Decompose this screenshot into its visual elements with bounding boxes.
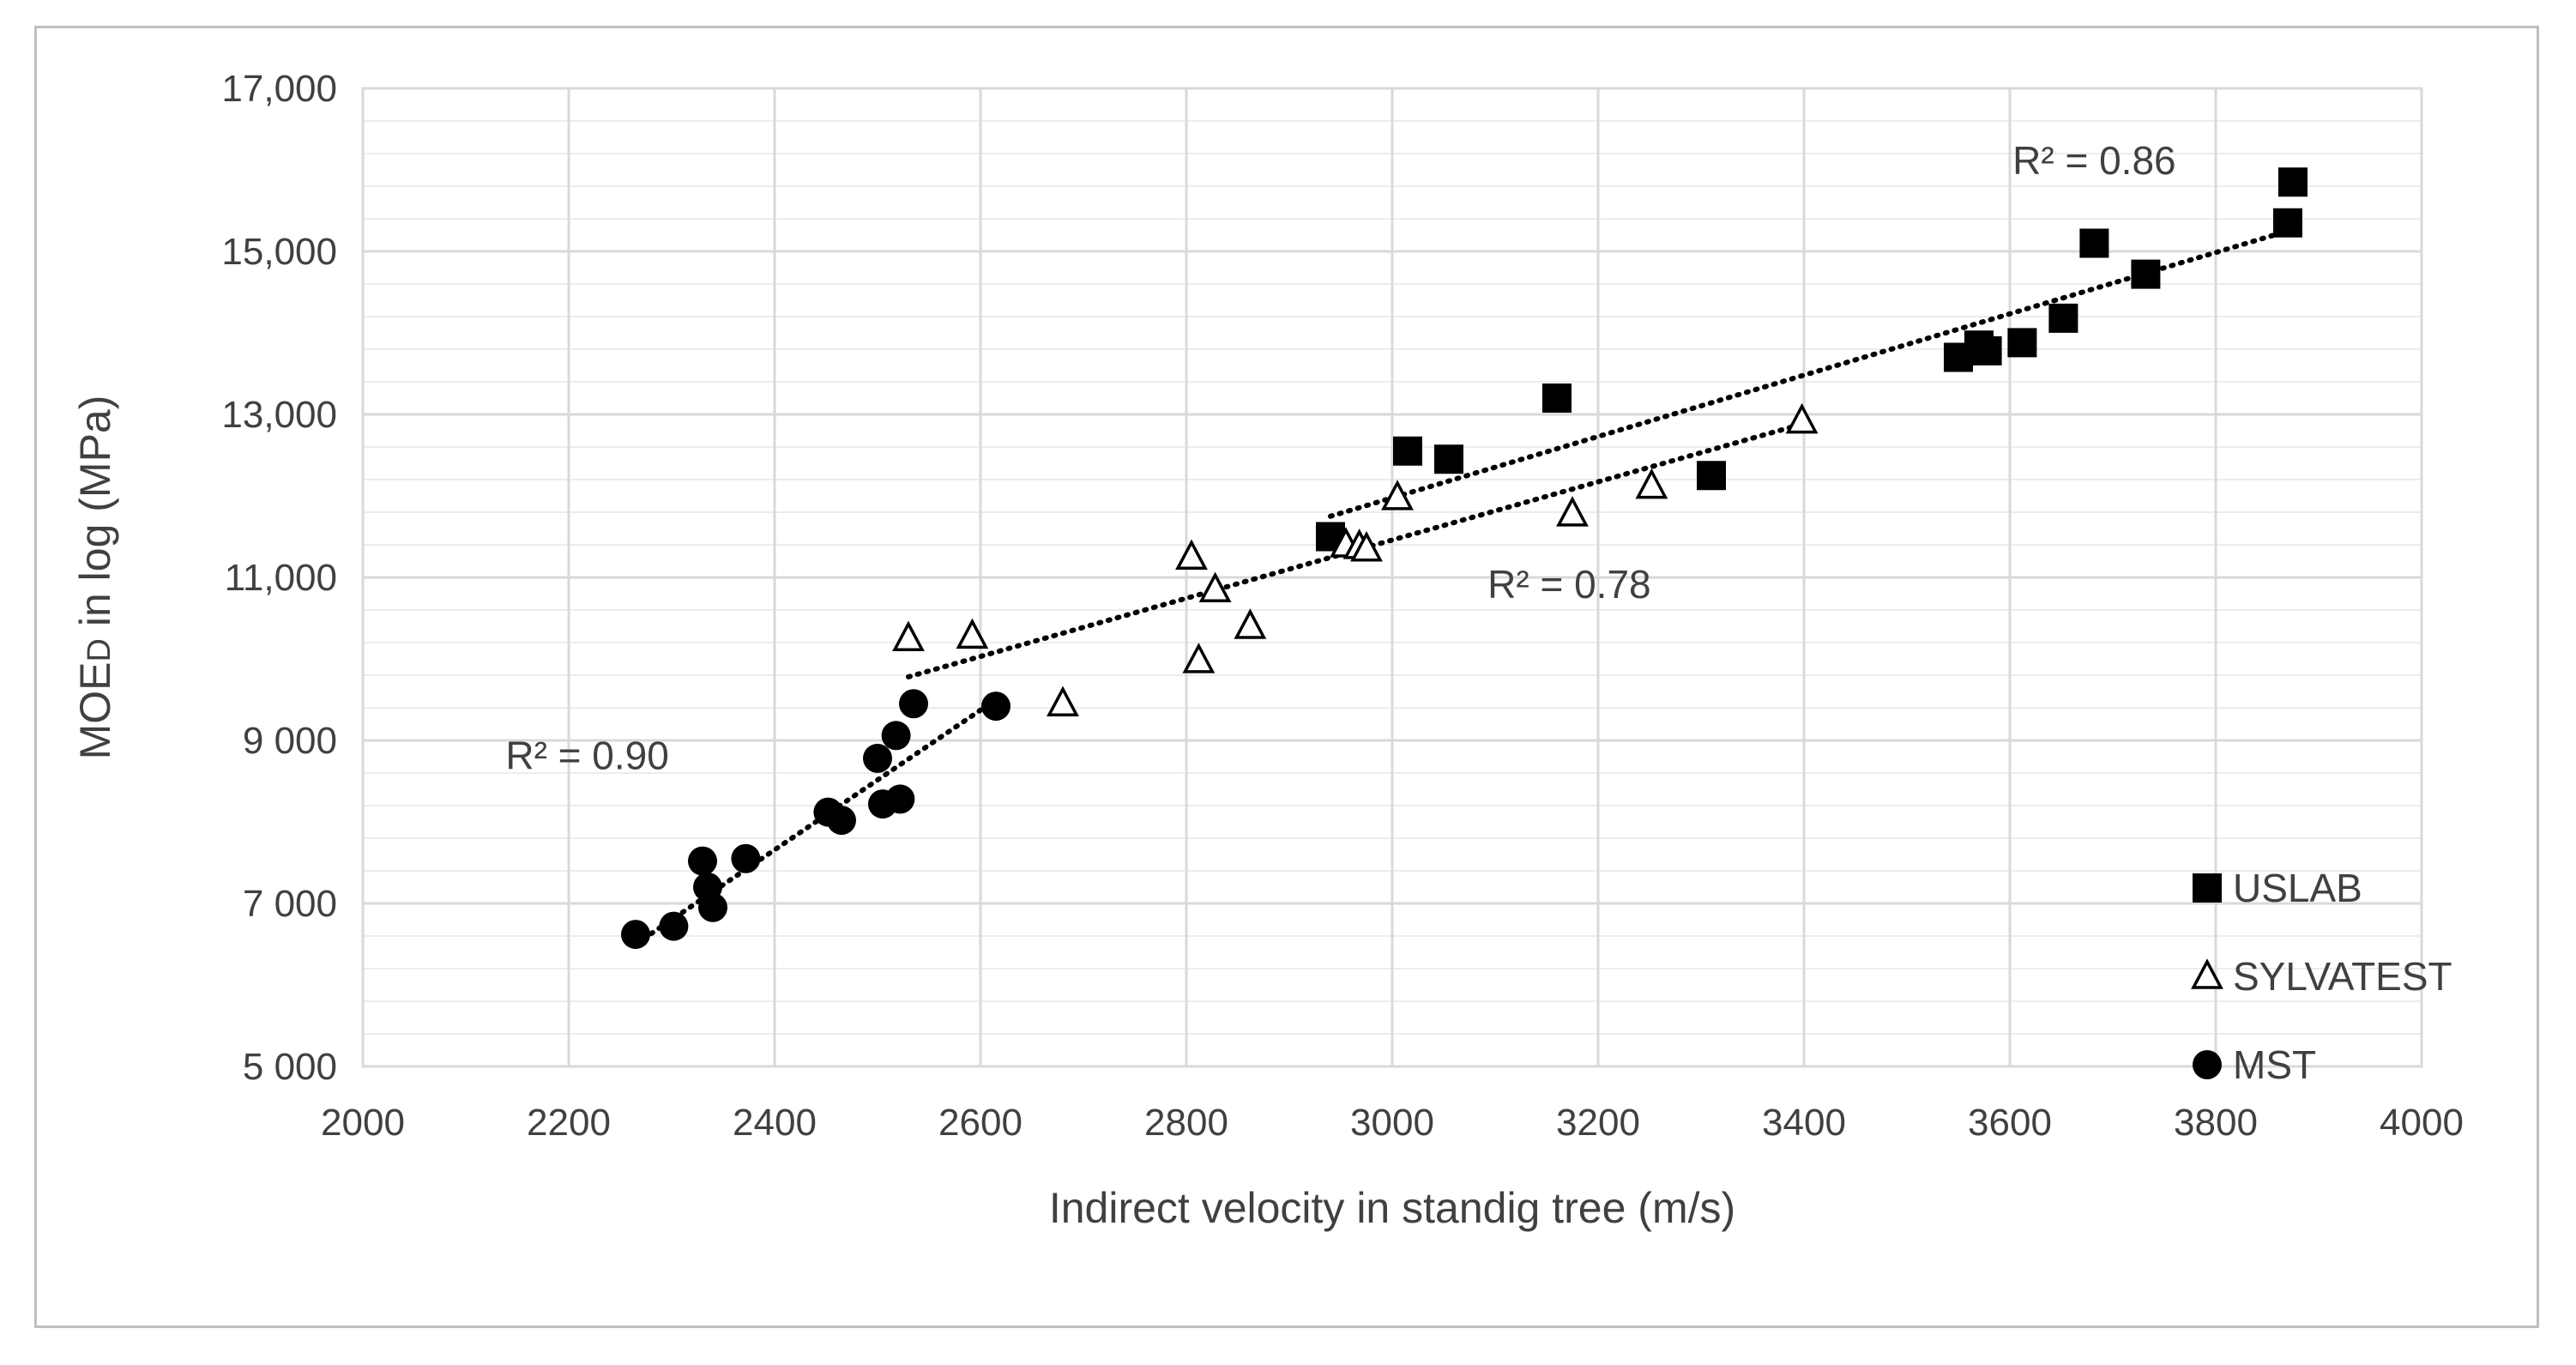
uslab-point (2079, 228, 2109, 258)
r-squared-label: R² = 0.90 (505, 733, 669, 777)
mst-point (885, 784, 915, 814)
plot-area-border (361, 87, 2423, 1068)
x-tick-label: 2200 (527, 1102, 611, 1144)
sylvatest-point (1350, 531, 1383, 562)
x-tick-label: 3000 (1350, 1102, 1434, 1144)
y-tick-label: 13,000 (221, 394, 337, 436)
y-tick-label: 5 000 (243, 1046, 337, 1088)
legend-sylvatest-marker (2191, 958, 2223, 989)
uslab-point (1542, 384, 1572, 413)
mst-point (899, 689, 928, 719)
mst-point (881, 721, 911, 751)
x-tick-label: 3200 (1556, 1102, 1640, 1144)
legend-mst-label: MST (2233, 1042, 2316, 1087)
mst-point (659, 911, 689, 941)
mst-point (621, 920, 650, 950)
tick-layer: 2000 2200 2400 2600 2800 3000 3200 3400 3600 3800… (221, 68, 2464, 1144)
y-tick-label: 17,000 (221, 68, 337, 110)
uslab-point (1393, 436, 1422, 466)
sylvatest-point (892, 620, 925, 651)
point-layer (621, 167, 2308, 950)
x-tick-label: 2800 (1144, 1102, 1228, 1144)
legend-uslab-marker (2193, 873, 2222, 903)
sylvatest-point (1556, 496, 1589, 527)
uslab-point (2131, 259, 2161, 289)
sylvatest-point (1175, 539, 1208, 570)
r-squared-label: R² = 0.86 (2012, 138, 2176, 183)
annotation-layer: R² = 0.86 R² = 0.78 R² = 0.90 (505, 138, 2175, 778)
x-tick-label: 2400 (733, 1102, 817, 1144)
chart-frame: 2000 2200 2400 2600 2800 3000 3200 3400 3600 3800… (34, 26, 2539, 1328)
legend: USLAB SYLVATEST MST (2191, 866, 2452, 1087)
legend-mst-marker (2193, 1050, 2222, 1079)
sylvatest-point (1785, 402, 1819, 434)
r-squared-label: R² = 0.78 (1487, 562, 1651, 607)
scatter-chart: 2000 2200 2400 2600 2800 3000 3200 3400 3600 3800… (71, 68, 2464, 1232)
x-tick-label: 2000 (321, 1102, 405, 1144)
y-axis-title: MOED in log (MPa) (71, 396, 119, 760)
mst-point (827, 806, 856, 836)
uslab-point (2273, 208, 2302, 238)
uslab-point (2278, 167, 2308, 197)
sylvatest-point (1182, 643, 1216, 673)
mst-point (688, 846, 717, 876)
sylvatest-point (1635, 468, 1668, 499)
y-tick-label: 11,000 (225, 557, 337, 599)
mst-trendline (633, 697, 998, 947)
sylvatest-point (1234, 608, 1267, 639)
trendline-layer (633, 228, 2290, 947)
x-tick-label: 3600 (1968, 1102, 2052, 1144)
x-tick-label: 3800 (2174, 1102, 2258, 1144)
x-tick-label: 4000 (2380, 1102, 2464, 1144)
x-tick-label: 2600 (938, 1102, 1023, 1144)
x-axis-title: Indirect velocity in standig tree (m/s) (1049, 1184, 1735, 1232)
uslab-point (1972, 335, 2002, 365)
y-tick-label: 7 000 (243, 883, 337, 925)
y-tick-label: 15,000 (221, 231, 337, 273)
mst-point (863, 743, 892, 773)
legend-sylvatest-label: SYLVATEST (2233, 954, 2452, 999)
mst-point (698, 892, 727, 922)
legend-uslab-label: USLAB (2233, 866, 2362, 910)
sylvatest-point (1381, 480, 1414, 510)
y-tick-label: 9 000 (243, 720, 337, 762)
uslab-trendline (1328, 228, 2290, 519)
x-tick-label: 3400 (1762, 1102, 1846, 1144)
uslab-point (1434, 444, 1463, 474)
mst-point (981, 692, 1010, 722)
sylvatest-point (956, 618, 989, 649)
mst-point (731, 843, 761, 873)
uslab-point (1697, 461, 1726, 491)
uslab-point (2048, 303, 2078, 333)
uslab-point (2007, 328, 2037, 358)
sylvatest-point (1198, 571, 1232, 602)
sylvatest-point (1047, 686, 1079, 716)
